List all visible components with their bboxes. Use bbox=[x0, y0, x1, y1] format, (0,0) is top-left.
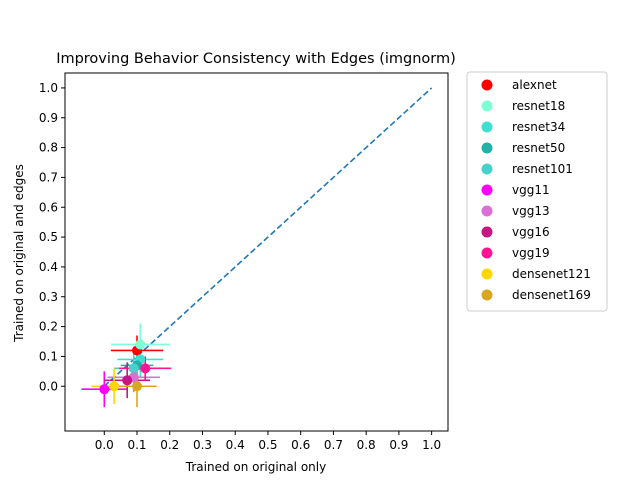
legend-marker bbox=[481, 205, 493, 217]
y-tick-label: 0.4 bbox=[39, 260, 58, 274]
legend-marker bbox=[481, 142, 493, 154]
y-tick-label: 0.7 bbox=[39, 170, 58, 184]
legend-item-resnet34: resnet34 bbox=[481, 120, 565, 134]
legend-marker bbox=[481, 121, 493, 133]
legend-marker bbox=[481, 184, 493, 196]
plot-area bbox=[81, 87, 433, 408]
legend-label: vgg13 bbox=[512, 204, 550, 218]
x-axis: 0.0 0.1 0.2 0.3 0.4 0.5 0.6 0.7 0.8 0.9 1.0 bbox=[95, 431, 441, 452]
x-tick-label: 0.4 bbox=[226, 438, 245, 452]
x-tick-label: 0.7 bbox=[324, 438, 343, 452]
x-tick-label: 0.3 bbox=[193, 438, 212, 452]
legend-label: resnet18 bbox=[512, 99, 565, 113]
legend-item-densenet121: densenet121 bbox=[481, 267, 591, 281]
legend-label: resnet34 bbox=[512, 120, 565, 134]
y-tick-label: 0.1 bbox=[39, 349, 58, 363]
legend-marker bbox=[481, 100, 493, 112]
point-vgg16 bbox=[122, 375, 133, 386]
point-vgg11 bbox=[99, 384, 110, 395]
y-tick-label: 0.5 bbox=[39, 230, 58, 244]
point-resnet18 bbox=[135, 339, 146, 350]
legend-label: vgg11 bbox=[512, 183, 550, 197]
legend-label: vgg16 bbox=[512, 225, 550, 239]
y-tick-label: 0.9 bbox=[39, 111, 58, 125]
axes-frame bbox=[64, 72, 449, 432]
x-tick-label: 1.0 bbox=[422, 438, 441, 452]
legend-label: densenet121 bbox=[512, 267, 591, 281]
point-resnet101 bbox=[128, 363, 139, 374]
x-tick-label: 0.9 bbox=[389, 438, 408, 452]
x-tick-label: 0.2 bbox=[160, 438, 179, 452]
legend-item-vgg16: vgg16 bbox=[481, 225, 550, 239]
legend-marker bbox=[481, 163, 493, 175]
legend-label: resnet101 bbox=[512, 162, 573, 176]
legend-item-vgg13: vgg13 bbox=[481, 204, 550, 218]
y-tick-label: 0.8 bbox=[39, 141, 58, 155]
legend-frame bbox=[466, 71, 608, 312]
legend: alexnet resnet18 resnet34 resnet50 resnet101… bbox=[466, 71, 608, 312]
x-tick-label: 0.8 bbox=[357, 438, 376, 452]
legend-item-densenet169: densenet169 bbox=[481, 288, 591, 302]
legend-item-resnet18: resnet18 bbox=[481, 99, 565, 113]
x-tick-label: 0.6 bbox=[291, 438, 310, 452]
legend-label: resnet50 bbox=[512, 141, 565, 155]
y-axis-label: Trained on original and edges bbox=[12, 164, 26, 343]
legend-label: alexnet bbox=[512, 78, 557, 92]
x-tick-label: 0.5 bbox=[258, 438, 277, 452]
point-densenet169 bbox=[132, 381, 143, 392]
legend-marker bbox=[481, 268, 493, 280]
y-tick-label: 0.2 bbox=[39, 320, 58, 334]
y-tick-label: 0.6 bbox=[39, 200, 58, 214]
legend-label: densenet169 bbox=[512, 288, 591, 302]
x-axis-label: Trained on original only bbox=[185, 460, 326, 474]
legend-marker bbox=[481, 226, 493, 238]
x-tick-label: 0.1 bbox=[127, 438, 146, 452]
point-vgg19 bbox=[140, 363, 151, 374]
point-densenet121 bbox=[109, 381, 120, 392]
legend-item-resnet101: resnet101 bbox=[481, 162, 573, 176]
x-tick-label: 0.0 bbox=[95, 438, 114, 452]
legend-marker bbox=[481, 247, 493, 259]
legend-marker bbox=[481, 289, 493, 301]
y-tick-label: 0.3 bbox=[39, 290, 58, 304]
y-tick-label: 1.0 bbox=[39, 81, 58, 95]
legend-item-vgg19: vgg19 bbox=[481, 246, 550, 260]
legend-label: vgg19 bbox=[512, 246, 550, 260]
legend-item-vgg11: vgg11 bbox=[481, 183, 550, 197]
y-tick-label: 0.0 bbox=[39, 379, 58, 393]
diagonal-reference-line bbox=[103, 87, 433, 387]
chart-title: Improving Behavior Consistency with Edge… bbox=[56, 51, 456, 67]
legend-item-alexnet: alexnet bbox=[481, 78, 557, 92]
legend-item-resnet50: resnet50 bbox=[481, 141, 565, 155]
legend-marker bbox=[481, 79, 493, 91]
y-axis: 0.0 0.1 0.2 0.3 0.4 0.5 0.6 0.7 0.8 0.9 1.0 bbox=[39, 81, 65, 393]
